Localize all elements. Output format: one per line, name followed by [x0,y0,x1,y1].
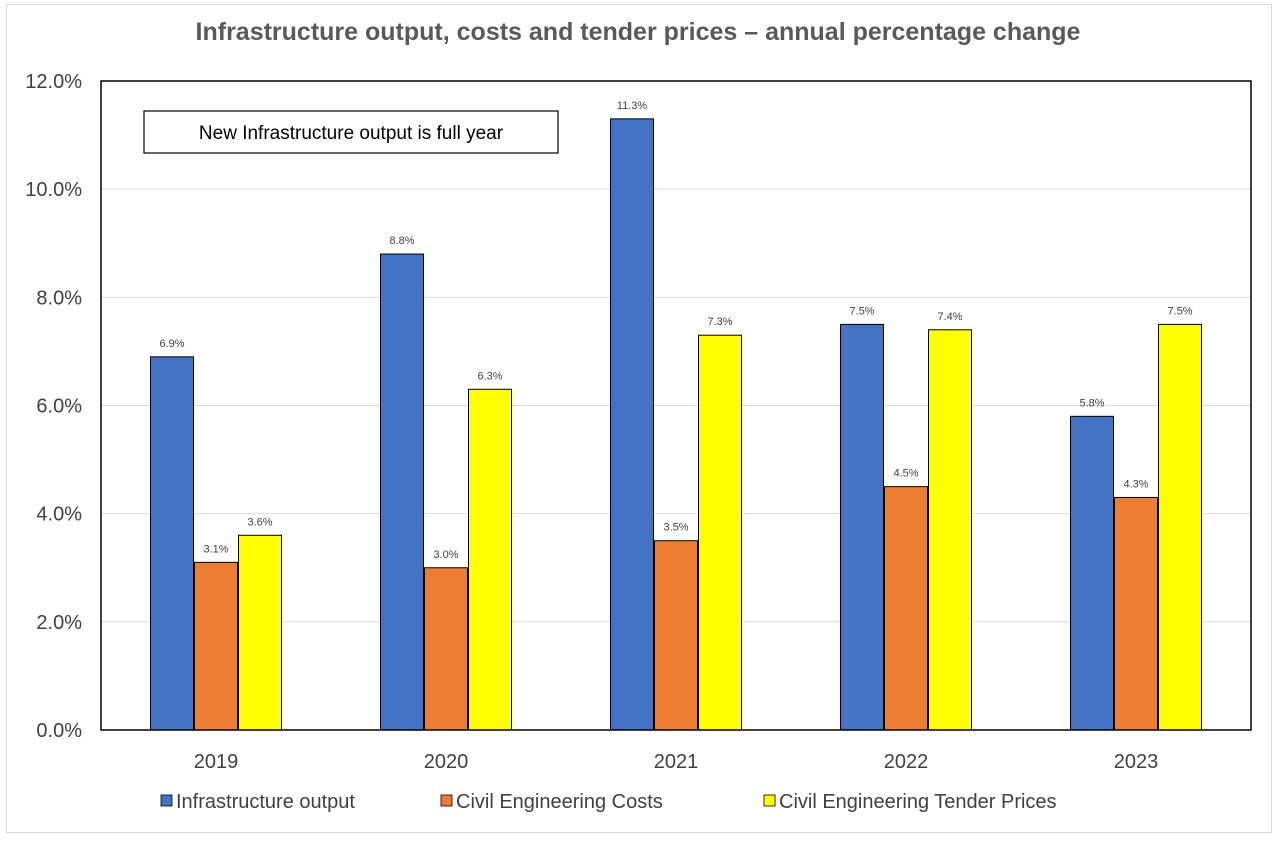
bar-infrastructure-output-2019 [150,356,194,731]
legend-swatch [160,794,173,807]
bar-civil-engineering-costs-2021 [654,540,698,731]
x-category-label: 2021 [654,751,699,773]
bar-civil-engineering-costs-2023 [1114,496,1158,731]
data-label: 7.4% [937,311,962,323]
bar-civil-engineering-costs-2022 [884,486,928,731]
legend: Infrastructure output Civil Engineering C… [160,791,1057,813]
bar-civil-engineering-tender-prices-2020 [468,388,512,731]
data-labels: 6.9% 3.1% 3.6% 8.8% 3.0% 6.3% 11.3% 3.5% 7.3% 7.5… [159,100,1192,561]
annotation-box: New Infrastructure output is full year [143,110,559,154]
legend-label: Civil Engineering Tender Prices [779,791,1057,813]
data-label: 6.9% [159,338,184,350]
plot-area-border [100,80,1252,731]
y-axis-ticks: 0.0% 2.0% 4.0% 6.0% 8.0% 10.0% 12.0% [25,71,82,742]
annotation-text: New Infrastructure output is full year [199,123,504,144]
data-label: 5.8% [1079,397,1104,409]
annotation-border [143,110,559,154]
bar-civil-engineering-tender-prices-2023 [1158,323,1202,731]
y-tick-label: 6.0% [36,396,82,418]
data-label: 8.8% [389,235,414,247]
bar-civil-engineering-costs-2019 [194,561,238,731]
legend-swatch [440,794,453,807]
bar-civil-engineering-tender-prices-2019 [238,534,282,731]
data-label: 4.5% [893,468,918,480]
y-tick-label: 4.0% [36,504,82,526]
legend-label: Infrastructure output [176,791,355,813]
bar-civil-engineering-costs-2020 [424,567,468,731]
y-tick-label: 0.0% [36,720,82,742]
data-label: 3.5% [663,522,688,534]
x-category-label: 2023 [1114,751,1159,773]
y-tick-label: 10.0% [25,179,82,201]
data-label: 6.3% [477,370,502,382]
x-category-label: 2022 [884,751,929,773]
y-tick-label: 12.0% [25,71,82,93]
y-tick-label: 2.0% [36,612,82,634]
data-label: 4.3% [1123,478,1148,490]
x-axis-categories: 2019 2020 2021 2022 2023 [194,751,1159,773]
data-label: 11.3% [617,100,648,112]
chart-title: Infrastructure output, costs and tender … [195,18,1081,46]
bar-infrastructure-output-2020 [380,253,424,731]
legend-swatch [763,794,776,807]
bars [150,118,1202,731]
data-label: 7.3% [707,316,732,328]
bar-infrastructure-output-2021 [610,118,654,731]
data-label: 7.5% [1167,305,1192,317]
bar-civil-engineering-tender-prices-2022 [928,329,972,731]
data-label: 3.1% [203,543,228,555]
legend-label: Civil Engineering Costs [456,791,663,813]
x-category-label: 2019 [194,751,239,773]
y-tick-label: 8.0% [36,287,82,309]
bar-civil-engineering-tender-prices-2021 [698,334,742,731]
x-category-label: 2020 [424,751,469,773]
data-label: 3.6% [247,516,272,528]
bar-infrastructure-output-2023 [1070,415,1114,731]
gridlines [101,188,1251,623]
bar-infrastructure-output-2022 [840,323,884,731]
data-label: 7.5% [849,305,874,317]
data-label: 3.0% [433,549,458,561]
